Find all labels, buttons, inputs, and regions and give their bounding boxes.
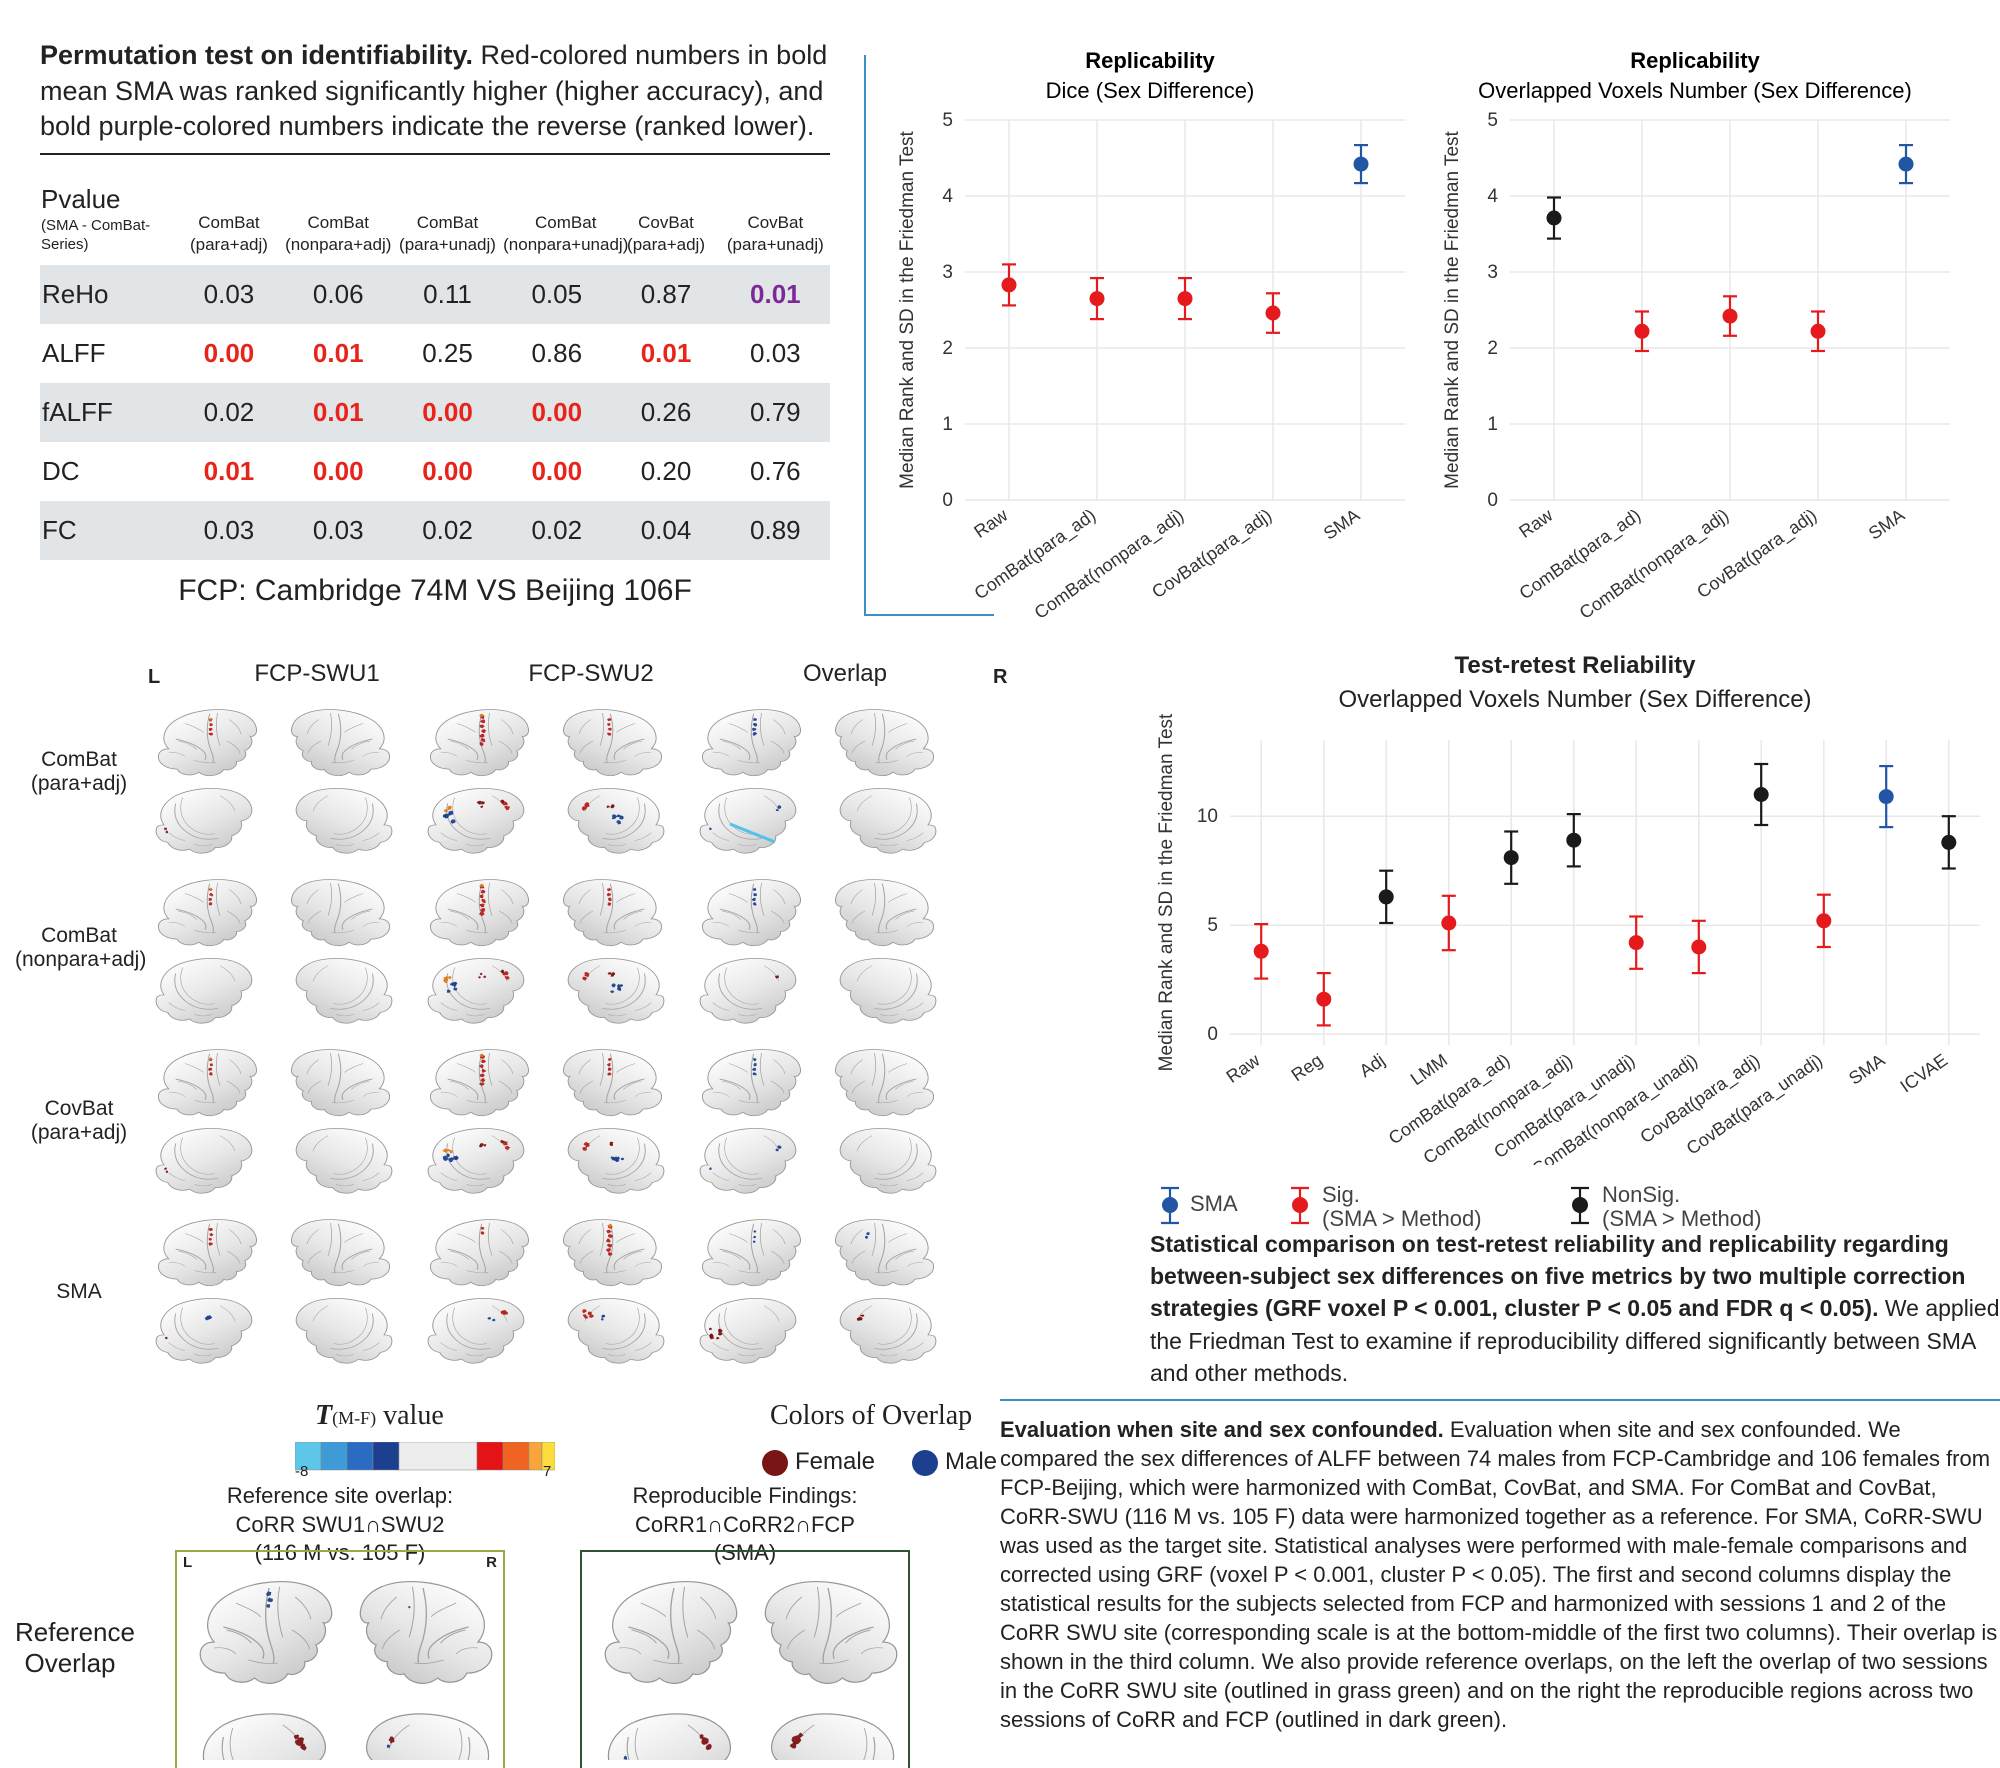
svg-text:1: 1: [1487, 414, 1498, 435]
svg-text:Male: Male: [945, 1448, 997, 1475]
svg-text:SMA: SMA: [1190, 1191, 1238, 1216]
svg-text:4: 4: [942, 186, 953, 207]
svg-text:Replicability: Replicability: [1630, 48, 1760, 73]
svg-text:ICVAE: ICVAE: [1896, 1050, 1951, 1097]
svg-text:4: 4: [1487, 186, 1498, 207]
svg-text:Raw: Raw: [1515, 504, 1557, 542]
svg-text:SMA: SMA: [1845, 1050, 1888, 1089]
svg-text:Median Rank and SD in the Frie: Median Rank and SD in the Friedman Test: [897, 130, 918, 488]
svg-text:ComBat(nonpara_adj): ComBat(nonpara_adj): [1031, 505, 1188, 624]
svg-text:0: 0: [1487, 490, 1498, 511]
svg-text:Reg: Reg: [1288, 1050, 1327, 1085]
svg-text:Overlapped Voxels Number (Sex: Overlapped Voxels Number (Sex Difference…: [1478, 78, 1912, 103]
svg-text:0: 0: [1207, 1024, 1218, 1045]
svg-text:5: 5: [1487, 110, 1498, 131]
svg-text:Median Rank and SD in the Frie: Median Rank and SD in the Friedman Test: [1156, 713, 1177, 1071]
svg-text:Adj: Adj: [1356, 1050, 1389, 1081]
svg-text:Raw: Raw: [970, 504, 1012, 542]
svg-text:Raw: Raw: [1223, 1049, 1265, 1087]
svg-text:2: 2: [942, 338, 953, 359]
svg-text:Test-retest Reliability: Test-retest Reliability: [1455, 652, 1697, 679]
svg-text:ComBat(nonpara_adj): ComBat(nonpara_adj): [1576, 505, 1733, 624]
svg-text:10: 10: [1197, 806, 1218, 827]
svg-text:3: 3: [942, 262, 953, 283]
svg-text:Overlapped Voxels Number (Sex: Overlapped Voxels Number (Sex Difference…: [1338, 686, 1811, 713]
svg-text:LMM: LMM: [1407, 1050, 1451, 1089]
svg-text:Female: Female: [795, 1448, 875, 1475]
svg-text:Dice (Sex Difference): Dice (Sex Difference): [1046, 78, 1255, 103]
svg-text:7: 7: [543, 1463, 551, 1476]
svg-text:SMA: SMA: [1865, 505, 1908, 544]
svg-text:1: 1: [942, 414, 953, 435]
svg-text:Replicability: Replicability: [1085, 48, 1215, 73]
svg-text:NonSig.: NonSig.: [1602, 1182, 1680, 1207]
svg-text:5: 5: [1207, 915, 1218, 936]
svg-text:Median Rank and SD in the Frie: Median Rank and SD in the Friedman Test: [1442, 130, 1463, 488]
svg-text:5: 5: [942, 110, 953, 131]
svg-text:SMA: SMA: [1320, 505, 1363, 544]
svg-text:0: 0: [942, 490, 953, 511]
svg-text:3: 3: [1487, 262, 1498, 283]
svg-text:-8: -8: [295, 1463, 308, 1476]
svg-text:Sig.: Sig.: [1322, 1182, 1360, 1207]
svg-text:2: 2: [1487, 338, 1498, 359]
